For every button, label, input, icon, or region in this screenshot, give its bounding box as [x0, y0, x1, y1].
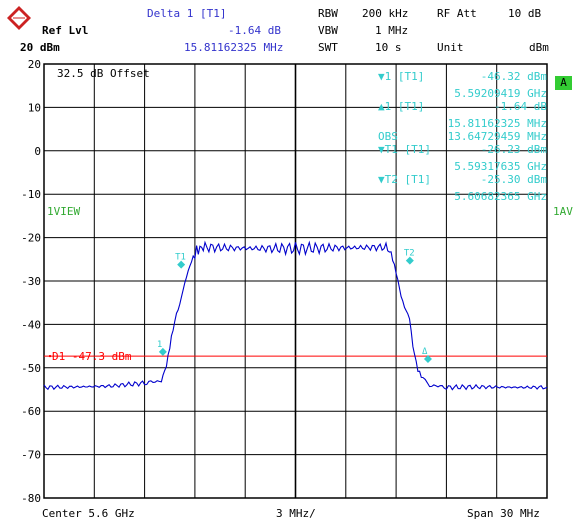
rf-att-value: 10 dB — [508, 7, 542, 20]
y-tick-label: -40 — [21, 318, 41, 331]
unit-label: Unit — [437, 41, 464, 54]
marker-table-value: -25.30 dBm — [481, 173, 548, 186]
unit-value: dBm — [529, 41, 549, 54]
marker-point — [158, 347, 167, 356]
y-tick-label: 20 — [28, 58, 41, 71]
marker-point — [405, 256, 414, 265]
marker-table-label: ▲1 [T1] — [378, 100, 424, 113]
swt-label: SWT — [318, 41, 338, 54]
marker-table-frequency: 5.59317635 GHz — [454, 160, 547, 173]
marker-table-label: ▼T1 [T1] — [378, 143, 431, 156]
marker-title: Delta 1 [T1] — [147, 7, 227, 20]
display-line-label: D1 -47.3 dBm — [52, 350, 132, 363]
display-line-tick — [49, 355, 51, 358]
marker-frequency: 15.81162325 MHz — [184, 41, 284, 54]
y-tick-label: -70 — [21, 449, 41, 462]
marker-point — [177, 260, 186, 269]
y-tick-label: 10 — [28, 101, 41, 114]
marker-table-value: -46.32 dBm — [481, 70, 548, 83]
marker-table-label: ▼1 [T1] — [378, 70, 424, 83]
span: Span 30 MHz — [467, 507, 540, 520]
marker-level: -1.64 dB — [228, 24, 281, 37]
marker-table-label: ▼T2 [T1] — [378, 173, 431, 186]
trace-line — [43, 240, 548, 391]
rf-att-label: RF Att — [437, 7, 477, 20]
a-badge: A — [555, 76, 572, 90]
marker-table-frequency: 13.64729459 MHz — [448, 130, 547, 143]
marker-label: T2 — [404, 249, 415, 259]
marker-table-frequency: 5.60682365 GHz — [454, 190, 547, 203]
y-tick-label: -60 — [21, 405, 41, 418]
vbw-value: 1 MHz — [375, 24, 409, 37]
y-tick-label: -30 — [21, 275, 41, 288]
y-tick-label: -20 — [21, 232, 41, 245]
marker-label: Δ — [422, 347, 428, 357]
division-scale: 3 MHz/ — [276, 507, 316, 520]
center-frequency: Center 5.6 GHz — [42, 507, 135, 520]
marker-table-value: -1.64 dB — [494, 100, 547, 113]
marker-label: 1 — [157, 340, 162, 350]
swt-value: 10 s — [375, 41, 402, 54]
trace-view-tag: 1VIEW — [47, 205, 81, 218]
marker-table-label: OBS — [378, 130, 398, 143]
rbw-value: 200 kHz — [362, 7, 409, 20]
marker-table-frequency: 5.59209419 GHz — [454, 87, 547, 100]
y-tick-label: -80 — [21, 492, 41, 505]
y-tick-label: 0 — [34, 145, 41, 158]
offset-label: 32.5 dB Offset — [57, 67, 150, 80]
vbw-label: VBW — [318, 24, 338, 37]
y-tick-label: -10 — [21, 188, 41, 201]
rs-logo — [6, 5, 32, 31]
marker-label: T1 — [175, 253, 186, 263]
ref-level-label: Ref Lvl — [42, 24, 89, 37]
rbw-label: RBW — [318, 7, 338, 20]
y-tick-label: -50 — [21, 362, 41, 375]
ref-level-value: 20 dBm — [20, 41, 60, 54]
trace-av-tag: 1AV — [553, 205, 573, 218]
marker-point — [423, 354, 432, 363]
marker-table-frequency: 15.81162325 MHz — [448, 117, 547, 130]
marker-table-value: -26.23 dBm — [481, 143, 548, 156]
